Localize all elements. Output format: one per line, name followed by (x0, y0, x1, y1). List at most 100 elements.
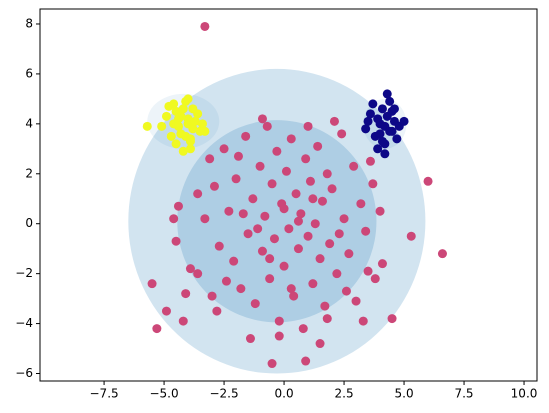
point (274, 331, 284, 341)
point (248, 194, 258, 204)
point (185, 134, 195, 144)
point (406, 231, 416, 241)
point (325, 239, 335, 249)
point (365, 109, 375, 119)
point (200, 21, 210, 31)
point (250, 299, 260, 309)
x-tick-label: −5.0 (149, 387, 178, 401)
point (380, 149, 390, 159)
point (166, 131, 176, 141)
point (385, 96, 395, 106)
point (197, 119, 207, 129)
point (178, 316, 188, 326)
point (241, 131, 251, 141)
point (245, 334, 255, 344)
point (267, 179, 277, 189)
point (298, 324, 308, 334)
point (219, 144, 229, 154)
point (152, 324, 162, 334)
point (200, 214, 210, 224)
point (188, 104, 198, 114)
point (193, 269, 203, 279)
point (337, 129, 347, 139)
point (142, 121, 152, 131)
point (209, 181, 219, 191)
point (169, 99, 179, 109)
point (361, 226, 371, 236)
point (322, 314, 332, 324)
point (308, 279, 318, 289)
axes-frame (39, 8, 538, 382)
point (315, 339, 325, 349)
component-ellipse (128, 68, 426, 374)
point (231, 174, 241, 184)
point (392, 134, 402, 144)
point (178, 146, 188, 156)
point (423, 176, 433, 186)
point (368, 179, 378, 189)
point (356, 199, 366, 209)
point (291, 189, 301, 199)
point (265, 254, 275, 264)
point (351, 296, 361, 306)
point (257, 246, 267, 256)
x-tick-label: 10.0 (511, 387, 538, 401)
point (368, 99, 378, 109)
point (193, 189, 203, 199)
point (301, 356, 311, 366)
point (281, 166, 291, 176)
point (207, 291, 217, 301)
point (279, 261, 289, 271)
y-tick-label: −4 (15, 316, 33, 330)
point (221, 276, 231, 286)
point (269, 234, 279, 244)
y-tick-label: 0 (25, 216, 33, 230)
point (289, 291, 299, 301)
point (157, 121, 167, 131)
point (339, 214, 349, 224)
point (161, 111, 171, 121)
x-tick-label: 5.0 (395, 387, 414, 401)
point (279, 204, 289, 214)
point (284, 224, 294, 234)
point (183, 119, 193, 129)
point (229, 256, 239, 266)
point (178, 104, 188, 114)
x-tick-label: −2.5 (209, 387, 238, 401)
point (322, 169, 332, 179)
point (365, 156, 375, 166)
point (267, 359, 277, 369)
point (389, 104, 399, 114)
point (399, 116, 409, 126)
point (387, 314, 397, 324)
point (293, 244, 303, 254)
y-tick-label: 4 (25, 116, 33, 130)
point (190, 116, 200, 126)
point (437, 249, 447, 259)
point (361, 124, 371, 134)
point (185, 264, 195, 274)
point (358, 316, 368, 326)
point (385, 126, 395, 136)
point (373, 114, 383, 124)
point (147, 279, 157, 289)
point (363, 116, 373, 126)
point (375, 206, 385, 216)
y-tick-label: 2 (25, 166, 33, 180)
point (272, 146, 282, 156)
point (233, 151, 243, 161)
point (286, 284, 296, 294)
point (205, 154, 215, 164)
point (377, 259, 387, 269)
point (303, 121, 313, 131)
point (262, 121, 272, 131)
point (181, 289, 191, 299)
point (320, 301, 330, 311)
point (310, 219, 320, 229)
point (349, 161, 359, 171)
point (212, 306, 222, 316)
point (183, 94, 193, 104)
point (363, 266, 373, 276)
y-tick-label: −2 (15, 266, 33, 280)
point (341, 286, 351, 296)
